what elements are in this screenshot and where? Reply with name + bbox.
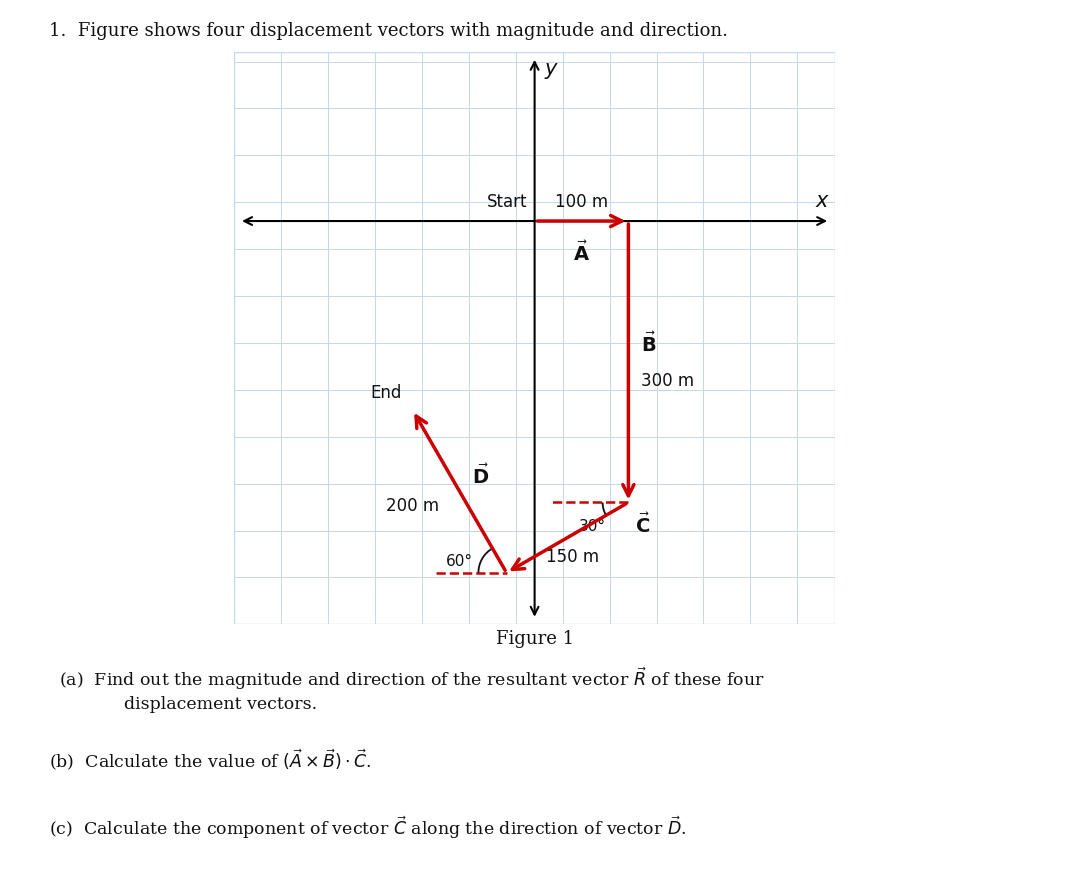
Text: 150 m: 150 m <box>545 548 598 565</box>
Text: 100 m: 100 m <box>555 192 608 211</box>
Text: 200 m: 200 m <box>387 497 440 515</box>
Text: (a)  Find out the magnitude and direction of the resultant vector $\vec{R}$ of t: (a) Find out the magnitude and direction… <box>59 664 765 691</box>
Text: $\vec{\mathbf{A}}$: $\vec{\mathbf{A}}$ <box>573 240 590 265</box>
Text: $\vec{\mathbf{D}}$: $\vec{\mathbf{D}}$ <box>472 463 489 487</box>
Text: Start: Start <box>487 192 527 211</box>
Text: displacement vectors.: displacement vectors. <box>124 696 318 712</box>
Text: $\vec{\mathbf{B}}$: $\vec{\mathbf{B}}$ <box>640 331 656 355</box>
Text: 60°: 60° <box>446 554 473 569</box>
Text: End: End <box>370 384 402 401</box>
Text: 300 m: 300 m <box>640 372 693 390</box>
Text: $x$: $x$ <box>815 190 831 211</box>
Text: $\vec{\mathbf{C}}$: $\vec{\mathbf{C}}$ <box>635 512 650 536</box>
Text: $y$: $y$ <box>544 60 559 81</box>
Text: 1.  Figure shows four displacement vectors with magnitude and direction.: 1. Figure shows four displacement vector… <box>49 22 728 40</box>
Text: 30°: 30° <box>579 519 606 533</box>
Text: (b)  Calculate the value of $(\vec{A} \times \vec{B}) \cdot \vec{C}$.: (b) Calculate the value of $(\vec{A} \ti… <box>49 746 372 771</box>
Text: Figure 1: Figure 1 <box>496 629 573 647</box>
Text: (c)  Calculate the component of vector $\vec{C}$ along the direction of vector $: (c) Calculate the component of vector $\… <box>49 813 686 840</box>
